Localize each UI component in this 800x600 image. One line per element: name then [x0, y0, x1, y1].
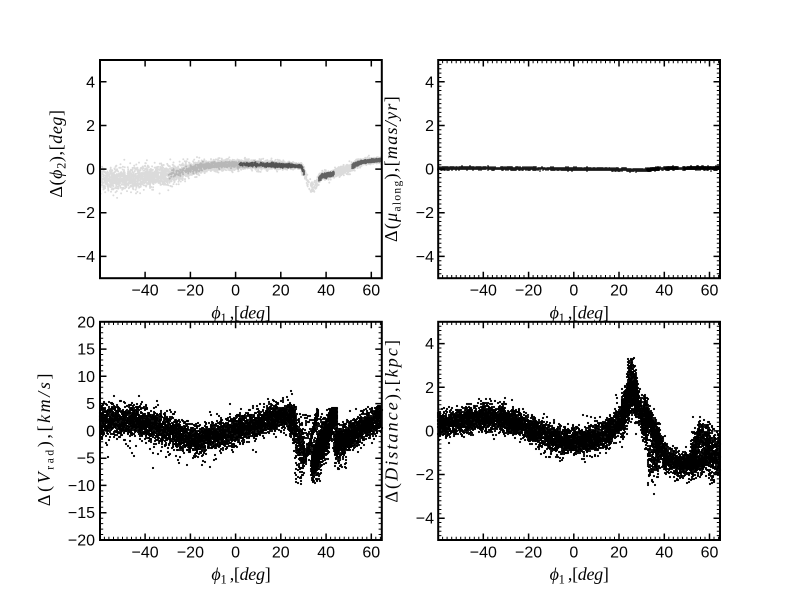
- svg-text:−20: −20: [177, 545, 204, 562]
- svg-text:−5: −5: [77, 451, 95, 468]
- svg-text:−2: −2: [77, 205, 95, 222]
- svg-text:ϕ1​ ,[deg]: ϕ1​ ,[deg]: [211, 302, 270, 325]
- svg-text:0: 0: [231, 545, 240, 562]
- svg-text:−20: −20: [515, 545, 542, 562]
- svg-text:2: 2: [86, 118, 95, 135]
- svg-text:ϕ1​ ,[deg]: ϕ1​ ,[deg]: [550, 302, 609, 325]
- svg-text:0: 0: [569, 545, 578, 562]
- svg-text:4: 4: [425, 336, 434, 353]
- svg-text:−40: −40: [132, 283, 159, 300]
- svg-text:60: 60: [701, 283, 719, 300]
- svg-text:−40: −40: [470, 283, 497, 300]
- svg-text:−10: −10: [68, 478, 95, 495]
- svg-text:20: 20: [610, 283, 628, 300]
- svg-text:60: 60: [362, 545, 380, 562]
- svg-text:Δ(Vrad​),[km/s]: Δ(Vrad​),[km/s]: [34, 371, 57, 506]
- svg-text:4: 4: [425, 74, 434, 91]
- svg-text:0: 0: [86, 162, 95, 179]
- svg-text:−20: −20: [515, 283, 542, 300]
- svg-text:60: 60: [701, 545, 719, 562]
- svg-text:40: 40: [655, 283, 673, 300]
- svg-text:ϕ1​ ,[deg]: ϕ1​ ,[deg]: [211, 564, 270, 587]
- svg-text:15: 15: [77, 342, 95, 359]
- svg-text:−40: −40: [132, 545, 159, 562]
- svg-text:2: 2: [425, 380, 434, 397]
- svg-text:40: 40: [317, 283, 335, 300]
- svg-text:20: 20: [272, 545, 290, 562]
- svg-text:−15: −15: [68, 505, 95, 522]
- svg-text:0: 0: [425, 162, 434, 179]
- svg-text:5: 5: [86, 396, 95, 413]
- svg-text:2: 2: [425, 118, 434, 135]
- svg-text:−20: −20: [177, 283, 204, 300]
- svg-text:0: 0: [425, 423, 434, 440]
- svg-text:60: 60: [362, 283, 380, 300]
- svg-text:0: 0: [569, 283, 578, 300]
- svg-text:−2: −2: [416, 205, 434, 222]
- svg-text:4: 4: [86, 74, 95, 91]
- svg-text:ϕ1​ ,[deg]: ϕ1​ ,[deg]: [550, 564, 609, 587]
- svg-text:−2: −2: [416, 467, 434, 484]
- svg-text:20: 20: [77, 314, 95, 331]
- svg-text:40: 40: [655, 545, 673, 562]
- svg-text:−20: −20: [68, 533, 95, 550]
- svg-text:−40: −40: [470, 545, 497, 562]
- svg-text:0: 0: [86, 423, 95, 440]
- svg-text:20: 20: [610, 545, 628, 562]
- svg-text:Δ(μalong​),[mas/yr]: Δ(μalong​),[mas/yr]: [381, 95, 404, 242]
- svg-text:40: 40: [317, 545, 335, 562]
- svg-text:−4: −4: [416, 249, 434, 266]
- svg-text:0: 0: [231, 283, 240, 300]
- svg-text:10: 10: [77, 369, 95, 386]
- svg-text:Δ(ϕ2​),[deg]: Δ(ϕ2​),[deg]: [46, 109, 69, 197]
- svg-text:−4: −4: [77, 249, 95, 266]
- svg-text:−4: −4: [416, 511, 434, 528]
- svg-text:20: 20: [272, 283, 290, 300]
- svg-text:Δ(Distance),[kpc]: Δ(Distance),[kpc]: [382, 338, 403, 503]
